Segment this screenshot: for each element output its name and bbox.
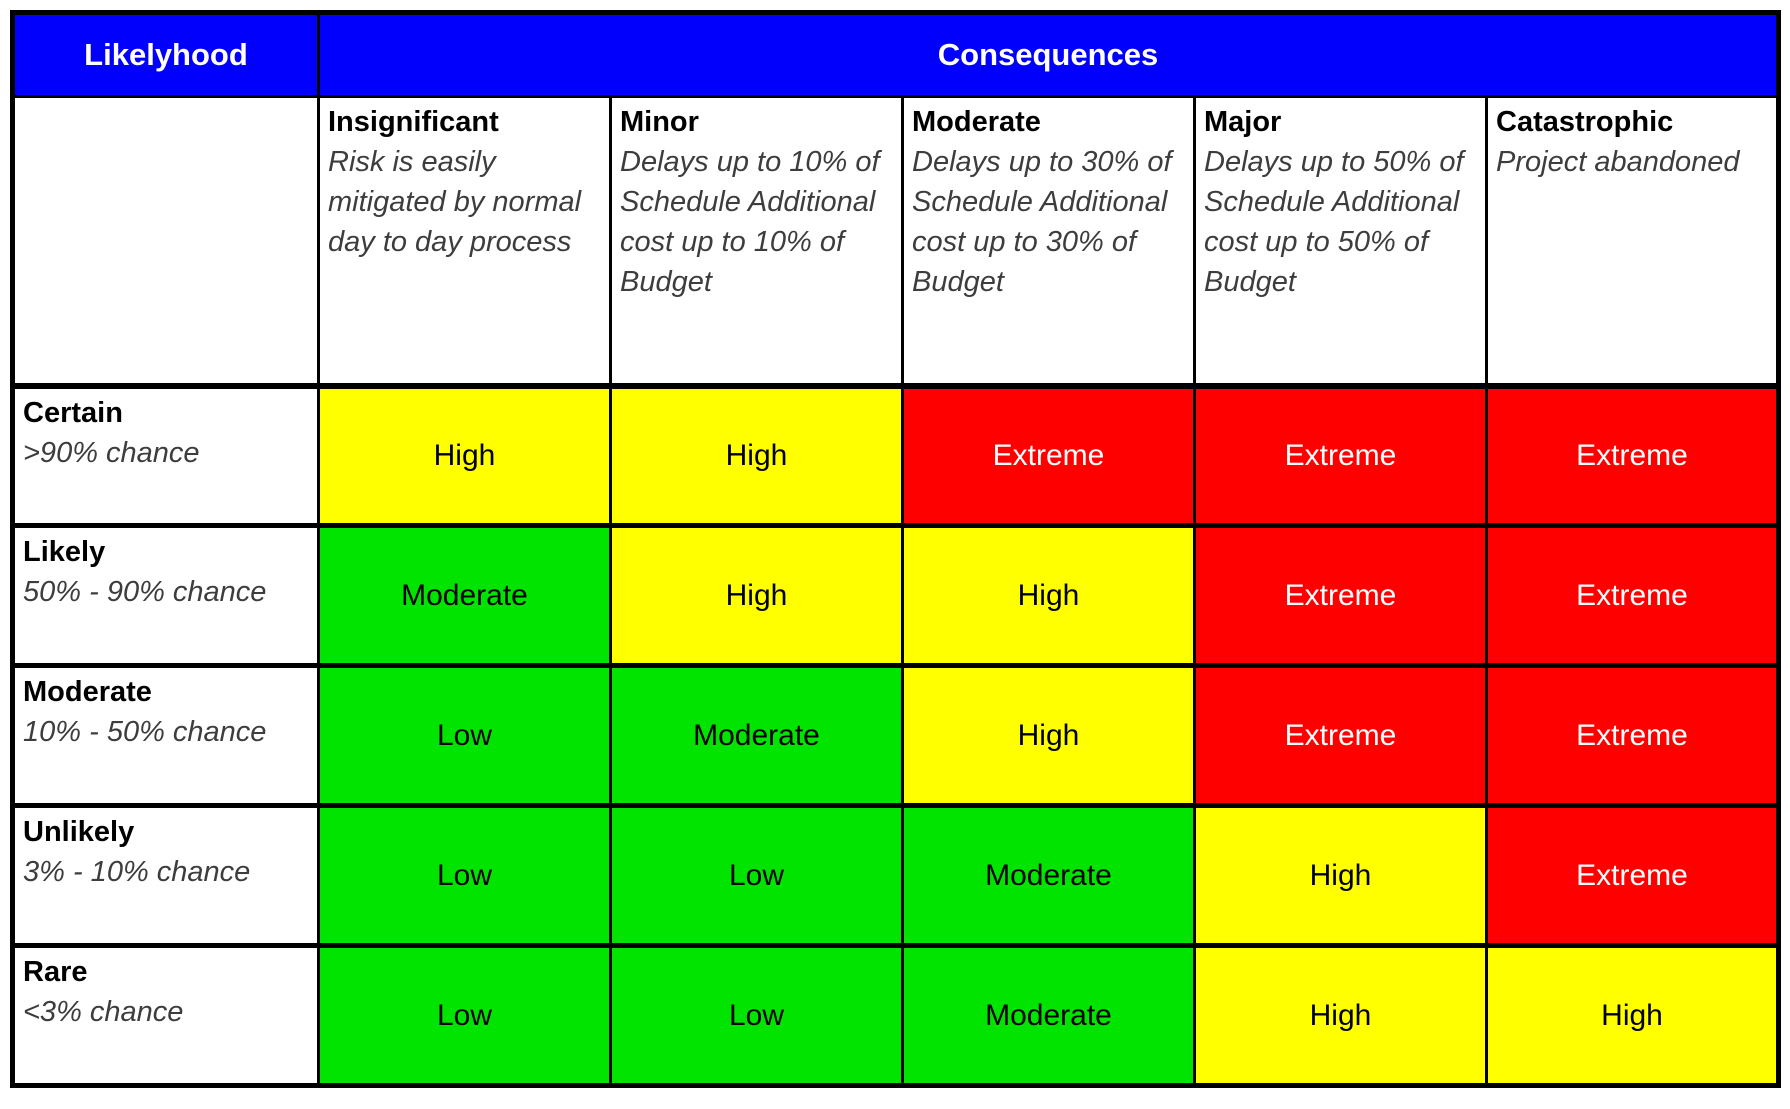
risk-cell-moderate-catastrophic: Extreme xyxy=(1484,663,1781,808)
row-header-likely: Likely 50% - 90% chance xyxy=(11,523,320,668)
risk-matrix-table: Likelyhood Consequences Insignificant Ri… xyxy=(10,10,1782,1088)
row-likely: Likely 50% - 90% chance Moderate High Hi… xyxy=(11,523,1781,668)
risk-cell-rare-insignificant: Low xyxy=(317,943,612,1088)
risk-cell-unlikely-insignificant: Low xyxy=(317,803,612,948)
column-name: Minor xyxy=(620,106,699,138)
column-descriptions-row: Insignificant Risk is easily mitigated b… xyxy=(11,95,1781,389)
column-description: Delays up to 50% of Schedule Additional … xyxy=(1204,146,1464,298)
risk-cell-certain-minor: High xyxy=(609,383,904,528)
column-header-major: Major Delays up to 50% of Schedule Addit… xyxy=(1193,95,1488,389)
header-row: Likelyhood Consequences xyxy=(11,11,1781,98)
column-description: Project abandoned xyxy=(1496,146,1740,178)
row-range: >90% chance xyxy=(23,436,200,469)
row-header-moderate: Moderate 10% - 50% chance xyxy=(11,663,320,808)
column-name: Major xyxy=(1204,106,1282,138)
column-header-catastrophic: Catastrophic Project abandoned xyxy=(1484,95,1781,389)
risk-cell-rare-minor: Low xyxy=(609,943,904,1088)
risk-cell-certain-major: Extreme xyxy=(1193,383,1488,528)
row-name: Moderate xyxy=(23,676,152,708)
likelihood-header-cell: Likelyhood xyxy=(11,11,320,98)
risk-cell-unlikely-major: High xyxy=(1193,803,1488,948)
risk-cell-certain-catastrophic: Extreme xyxy=(1484,383,1781,528)
row-range: 3% - 10% chance xyxy=(23,856,251,888)
row-moderate: Moderate 10% - 50% chance Low Moderate H… xyxy=(11,663,1781,808)
risk-cell-unlikely-catastrophic: Extreme xyxy=(1484,803,1781,948)
risk-cell-unlikely-minor: Low xyxy=(609,803,904,948)
column-name: Catastrophic xyxy=(1496,106,1674,138)
consequences-header-cell: Consequences xyxy=(316,11,1781,98)
empty-corner-cell xyxy=(11,95,320,389)
row-header-rare: Rare <3% chance xyxy=(11,943,320,1088)
row-name: Unlikely xyxy=(23,816,135,848)
row-range: 50% - 90% chance xyxy=(23,576,267,608)
row-name: Likely xyxy=(23,536,106,568)
row-name: Rare xyxy=(23,956,88,988)
column-header-moderate: Moderate Delays up to 30% of Schedule Ad… xyxy=(901,95,1196,389)
column-header-insignificant: Insignificant Risk is easily mitigated b… xyxy=(317,95,612,389)
row-rare: Rare <3% chance Low Low Moderate High Hi… xyxy=(11,943,1781,1088)
column-name: Insignificant xyxy=(328,106,499,138)
row-unlikely: Unlikely 3% - 10% chance Low Low Moderat… xyxy=(11,803,1781,948)
risk-cell-moderate-insignificant: Low xyxy=(317,663,612,808)
column-description: Delays up to 10% of Schedule Additional … xyxy=(620,146,880,298)
row-header-unlikely: Unlikely 3% - 10% chance xyxy=(11,803,320,948)
risk-cell-likely-minor: High xyxy=(609,523,904,668)
column-header-minor: Minor Delays up to 10% of Schedule Addit… xyxy=(609,95,904,389)
risk-cell-certain-insignificant: High xyxy=(317,383,612,528)
risk-cell-rare-major: High xyxy=(1193,943,1488,1088)
risk-cell-certain-moderate: Extreme xyxy=(901,383,1196,528)
risk-cell-likely-insignificant: Moderate xyxy=(317,523,612,668)
risk-cell-moderate-moderate: High xyxy=(901,663,1196,808)
row-certain: Certain >90% chance High High Extreme Ex… xyxy=(11,383,1781,528)
column-name: Moderate xyxy=(912,106,1041,138)
column-description: Delays up to 30% of Schedule Additional … xyxy=(912,146,1172,298)
risk-cell-likely-catastrophic: Extreme xyxy=(1484,523,1781,668)
risk-cell-unlikely-moderate: Moderate xyxy=(901,803,1196,948)
risk-cell-rare-moderate: Moderate xyxy=(901,943,1196,1088)
risk-cell-likely-moderate: High xyxy=(901,523,1196,668)
risk-cell-rare-catastrophic: High xyxy=(1484,943,1781,1088)
risk-cell-moderate-major: Extreme xyxy=(1193,663,1488,808)
row-range: <3% chance xyxy=(23,996,184,1028)
column-description: Risk is easily mitigated by normal day t… xyxy=(328,146,582,258)
row-name: Certain xyxy=(23,396,123,429)
row-header-certain: Certain >90% chance xyxy=(11,383,320,528)
risk-cell-likely-major: Extreme xyxy=(1193,523,1488,668)
risk-cell-moderate-minor: Moderate xyxy=(609,663,904,808)
row-range: 10% - 50% chance xyxy=(23,716,267,748)
